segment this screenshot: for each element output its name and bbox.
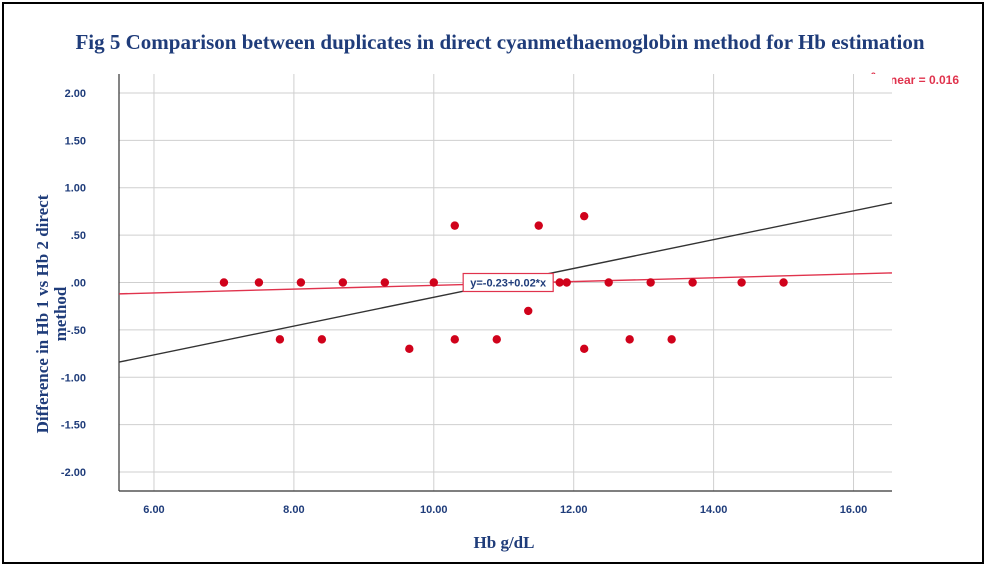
x-tick-label: 14.00	[700, 504, 728, 516]
y-tick-label: .50	[71, 230, 86, 242]
data-point	[296, 278, 306, 287]
plot-area: 6.00 8.00 10.00 12.00 14.00 16.00 2.00 1.50 1.00…	[61, 74, 893, 516]
data-point	[562, 278, 571, 287]
data-point	[380, 278, 390, 287]
data-point	[317, 335, 327, 344]
y-tick-label: -1.50	[61, 420, 86, 432]
data-point	[646, 278, 655, 287]
data-point	[275, 335, 285, 344]
data-point	[405, 344, 414, 354]
data-point	[450, 335, 459, 344]
data-point	[688, 278, 697, 287]
data-point	[524, 306, 533, 316]
x-tick-label: 8.00	[283, 504, 304, 516]
equation-label-box	[462, 272, 554, 293]
data-point	[579, 344, 589, 354]
y-tick-label: .00	[71, 278, 86, 290]
data-point	[555, 278, 564, 287]
data-point	[625, 335, 634, 344]
y-axis-title: Difference in Hb 1 vs Hb 2 direct method	[33, 194, 70, 433]
equation-label: y=-0.23+0.02*x	[470, 278, 547, 290]
scatter-chart: Fig 5 Comparison between duplicates in d…	[33, 30, 959, 552]
y-tick-label: -.50	[67, 325, 86, 337]
data-point	[534, 221, 543, 230]
y-tick-label: 1.00	[65, 183, 86, 195]
x-axis-title: Hb g/dL	[474, 533, 535, 552]
data-point	[579, 211, 589, 221]
data-point	[429, 278, 438, 287]
data-point	[492, 335, 501, 344]
data-point	[254, 278, 264, 287]
chart-title: Fig 5 Comparison between duplicates in d…	[75, 30, 924, 54]
data-point	[737, 278, 746, 287]
y-tick-label: -2.00	[61, 467, 86, 479]
data-point	[219, 278, 229, 287]
y-axis-title-line-1: Difference in Hb 1 vs Hb 2 direct	[33, 194, 52, 433]
x-tick-label: 6.00	[143, 504, 164, 516]
x-tick-label: 10.00	[420, 504, 448, 516]
data-point	[338, 278, 348, 287]
data-point	[604, 278, 613, 287]
data-point	[450, 221, 459, 230]
y-tick-label: 1.50	[65, 135, 86, 147]
data-point	[779, 278, 788, 287]
x-tick-label: 12.00	[560, 504, 588, 516]
y-axis-title-line-2: method	[51, 286, 70, 341]
y-tick-label: 2.00	[65, 88, 86, 100]
x-tick-label: 16.00	[840, 504, 868, 516]
data-point	[667, 335, 676, 344]
y-tick-label: -1.00	[61, 372, 86, 384]
chart-frame: Fig 5 Comparison between duplicates in d…	[2, 2, 984, 564]
